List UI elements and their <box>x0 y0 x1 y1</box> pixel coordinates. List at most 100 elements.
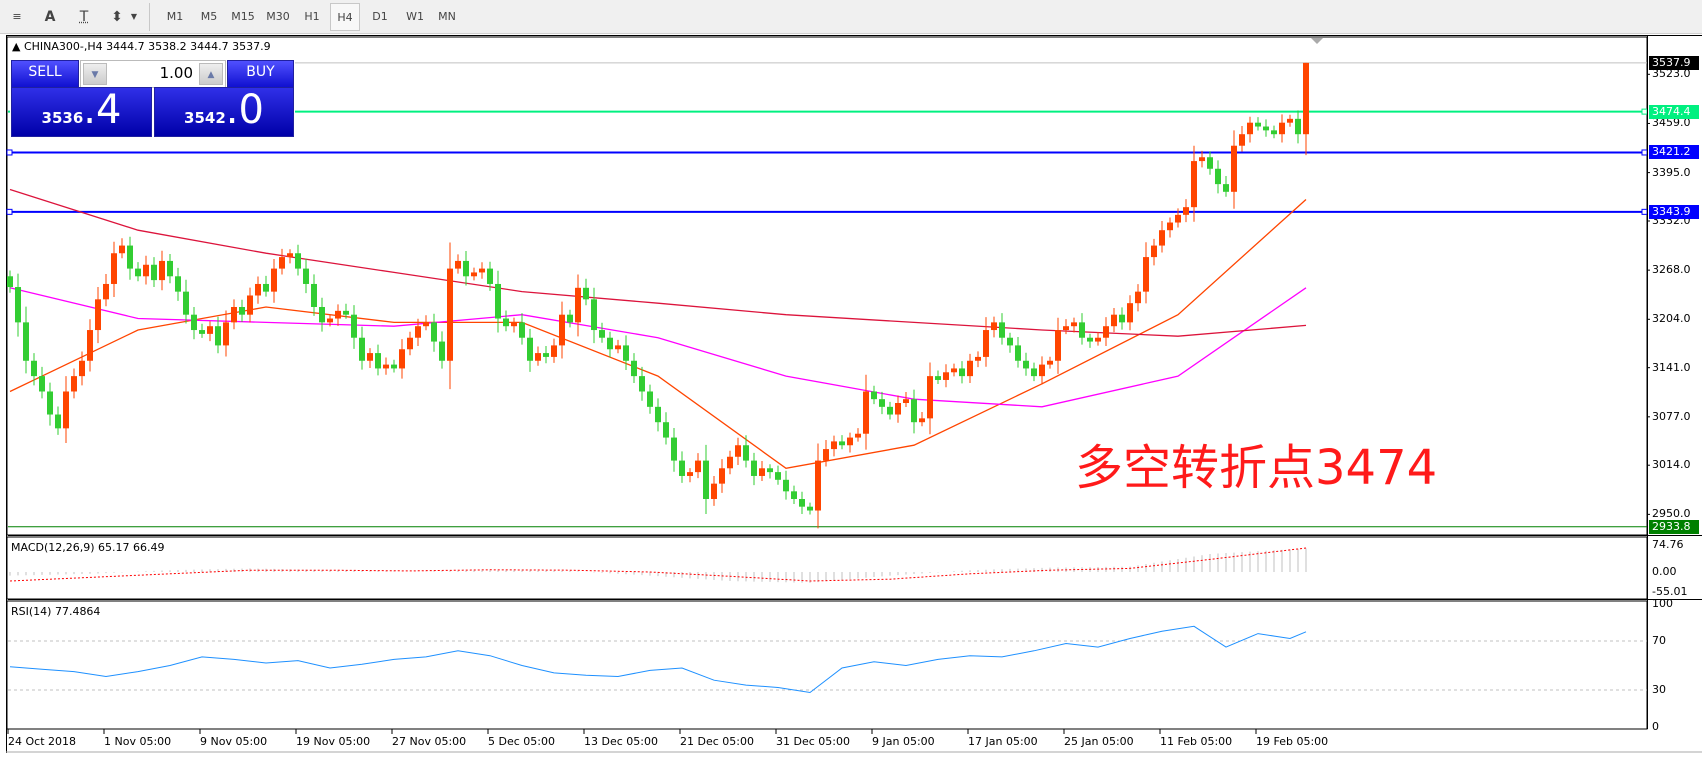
moving-average-line <box>9 199 1307 469</box>
buy-price-button[interactable]: 3542.0 <box>154 87 294 137</box>
candle-body <box>727 456 733 469</box>
moving-average-line <box>9 287 1307 408</box>
candle-body <box>199 330 205 334</box>
candle-body <box>703 460 709 500</box>
candle-body <box>695 460 701 473</box>
candle-body <box>655 406 661 423</box>
pivot-annotation: 多空转折点3474 <box>1075 440 1438 496</box>
buy-button[interactable]: BUY <box>227 60 294 88</box>
candle-body <box>1175 214 1181 223</box>
candle-body <box>1271 130 1277 135</box>
candle-body <box>1087 337 1093 342</box>
candle-body <box>495 283 501 319</box>
candle-body <box>871 391 877 400</box>
candle-body <box>623 345 629 361</box>
candle-body <box>719 468 725 484</box>
candle-body <box>919 418 925 423</box>
candle-body <box>1263 126 1269 131</box>
chevron-down-icon[interactable]: ▼ <box>130 12 138 21</box>
candle-body <box>791 491 797 500</box>
price-axis-label: 3141.0 <box>1652 360 1691 374</box>
increase-lot-icon[interactable]: ▲ <box>199 63 223 85</box>
timeframe-m1[interactable]: M1 <box>166 10 184 23</box>
timeframe-mn[interactable]: MN <box>438 10 456 23</box>
decrease-lot-icon[interactable]: ▼ <box>83 63 107 85</box>
text-label-icon[interactable]: T <box>79 9 89 25</box>
candle-body <box>111 253 117 284</box>
candle-body <box>47 391 53 415</box>
time-axis-label: 19 Feb 05:00 <box>1256 735 1329 748</box>
candle-body <box>935 376 941 380</box>
rsi-label: RSI(14) 77.4864 <box>11 605 101 618</box>
candle-body <box>135 268 141 277</box>
candle-body <box>159 260 165 281</box>
candle-body <box>263 283 269 292</box>
candle-body <box>463 260 469 277</box>
candle-body <box>607 337 613 350</box>
candle-body <box>831 441 837 450</box>
macd-label: MACD(12,26,9) 65.17 66.49 <box>11 541 165 554</box>
candle-body <box>1151 245 1157 258</box>
candle-body <box>351 314 357 338</box>
candle-body <box>479 268 485 273</box>
timeframe-h4[interactable]: H4 <box>330 3 360 31</box>
candle-body <box>367 353 373 361</box>
timeframe-d1[interactable]: D1 <box>372 10 388 23</box>
time-axis-label: 27 Nov 05:00 <box>392 735 467 748</box>
candle-body <box>1095 337 1101 342</box>
candle-body <box>287 253 293 258</box>
buy-label: BUY <box>246 64 275 80</box>
horizontal-grid-icon[interactable]: ≡ <box>12 10 22 23</box>
candle-body <box>767 468 773 473</box>
price-axis-label: 3014.0 <box>1652 458 1691 472</box>
price-axis-label: 3523.0 <box>1652 67 1691 81</box>
candle-body <box>903 399 909 404</box>
timeframe-m5[interactable]: M5 <box>200 10 218 23</box>
sell-button[interactable]: SELL <box>11 60 79 88</box>
candle-body <box>991 322 997 331</box>
timeframe-w1[interactable]: W1 <box>406 10 424 23</box>
candle-body <box>1167 222 1173 231</box>
arrows-dropdown-icon[interactable]: ⬍ <box>111 9 123 25</box>
candle-body <box>543 353 549 357</box>
candle-body <box>39 376 45 392</box>
line-handle <box>6 208 13 215</box>
rsi-axis-label: 100 <box>1652 597 1673 611</box>
candle-body <box>799 499 805 507</box>
candle-body <box>847 437 853 446</box>
candle-body <box>1031 368 1037 377</box>
candle-body <box>735 445 741 457</box>
macd-signal-line <box>9 547 1307 582</box>
timeframe-m30[interactable]: M30 <box>266 10 290 23</box>
sell-price-button[interactable]: 3536.4 <box>11 87 152 137</box>
candle-body <box>967 360 973 377</box>
collapse-triangle-icon[interactable]: ▲ <box>12 40 24 53</box>
candle-body <box>151 264 157 281</box>
candle-body <box>815 460 821 511</box>
candle-body <box>407 337 413 350</box>
price-axis-label: 3204.0 <box>1652 312 1691 326</box>
candle-body <box>863 391 869 434</box>
candle-body <box>1039 364 1045 377</box>
candle-body <box>1071 322 1077 327</box>
candle-body <box>207 326 213 334</box>
time-axis-label: 24 Oct 2018 <box>8 735 77 748</box>
candle-body <box>807 506 813 511</box>
candle-body <box>1191 161 1197 208</box>
candle-body <box>1255 122 1261 127</box>
candle-body <box>599 330 605 338</box>
candle-body <box>79 360 85 377</box>
candle-body <box>1239 134 1245 146</box>
candle-body <box>143 264 149 277</box>
lot-size-stepper[interactable]: ▼ 1.00 ▲ <box>80 60 226 88</box>
lot-size-input[interactable]: 1.00 <box>159 64 193 82</box>
candle-body <box>215 326 221 346</box>
timeframe-h1[interactable]: H1 <box>304 10 320 23</box>
candle-body <box>399 349 405 369</box>
candle-body <box>1047 360 1053 365</box>
text-icon[interactable]: A <box>44 9 56 25</box>
candle-body <box>879 399 885 407</box>
timeframe-m15[interactable]: M15 <box>231 10 255 23</box>
candle-body <box>1159 230 1165 246</box>
